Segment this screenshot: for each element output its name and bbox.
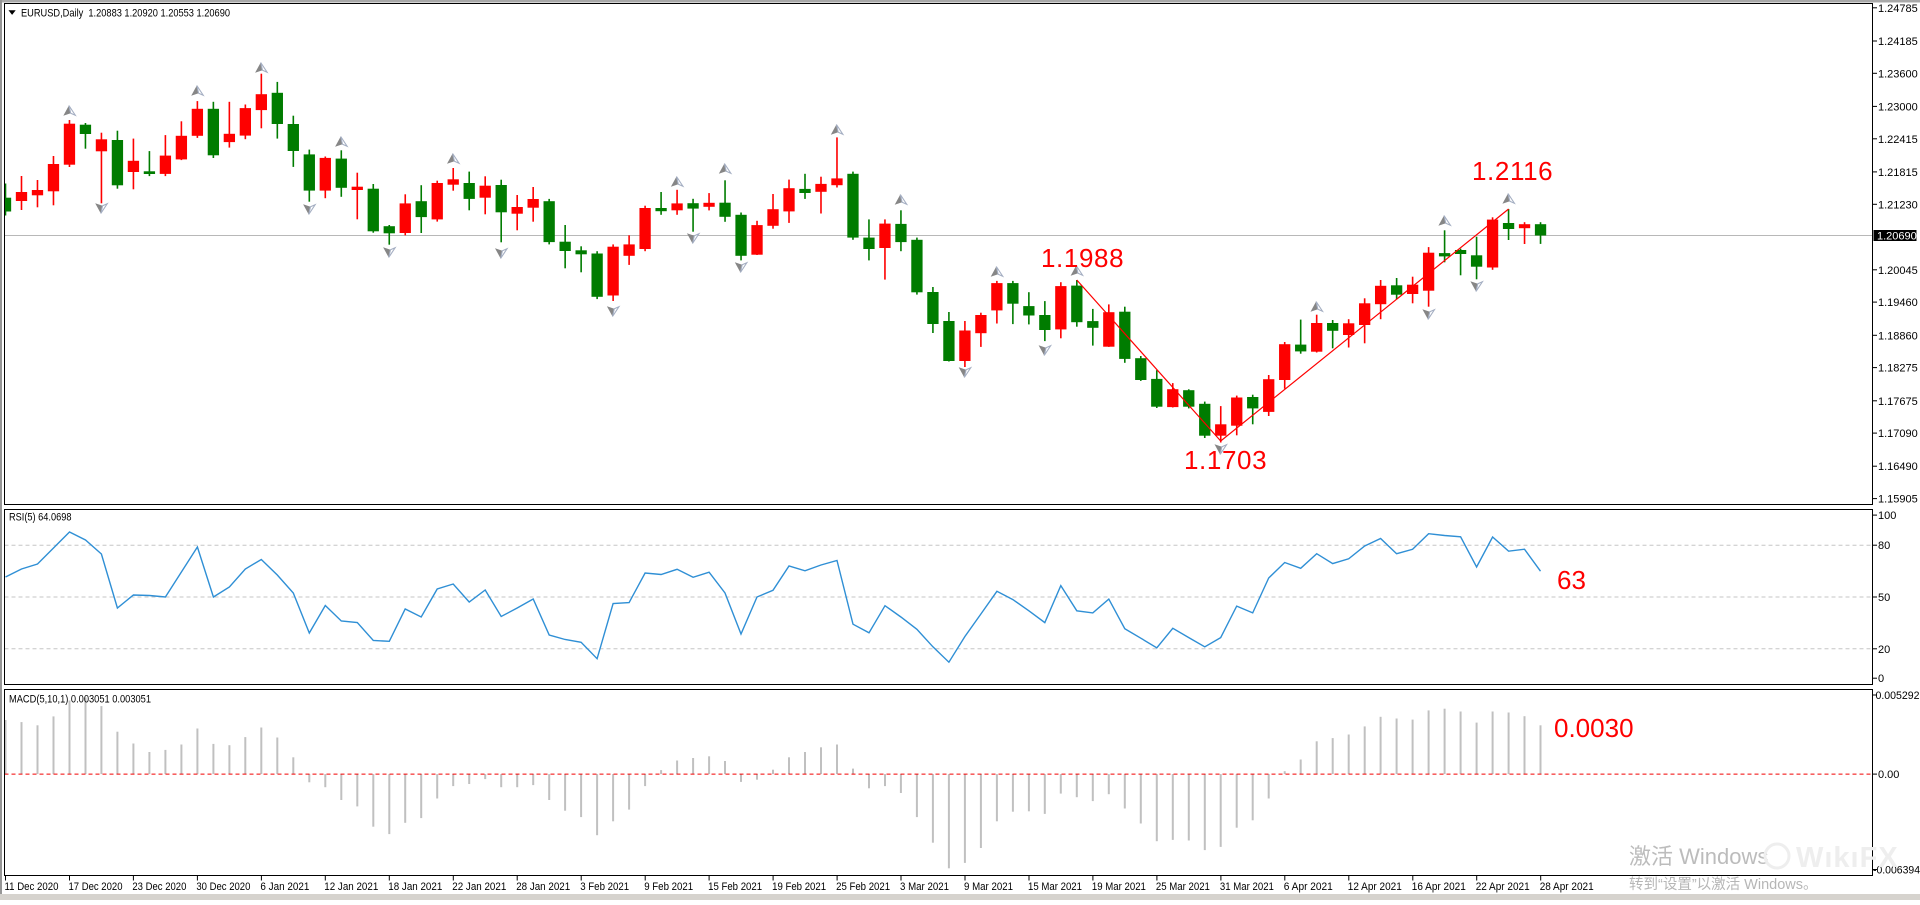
svg-text:11 Dec 2020: 11 Dec 2020 bbox=[5, 881, 59, 893]
svg-text:-0.006394: -0.006394 bbox=[1873, 865, 1920, 877]
svg-text:12 Apr 2021: 12 Apr 2021 bbox=[1348, 881, 1402, 893]
svg-text:0.005292: 0.005292 bbox=[1876, 690, 1920, 702]
svg-text:1.1988: 1.1988 bbox=[1041, 243, 1124, 273]
svg-text:18 Jan 2021: 18 Jan 2021 bbox=[388, 881, 442, 893]
svg-text:MACD(5,10,1) 0.003051 0.003051: MACD(5,10,1) 0.003051 0.003051 bbox=[9, 694, 151, 706]
svg-text:EURUSD,Daily 1.20883 1.20920: EURUSD,Daily 1.20883 1.20920 1.20553 1.2… bbox=[21, 8, 230, 20]
svg-text:3 Mar 2021: 3 Mar 2021 bbox=[900, 881, 949, 893]
svg-text:15 Feb 2021: 15 Feb 2021 bbox=[708, 881, 762, 893]
svg-text:16 Apr 2021: 16 Apr 2021 bbox=[1412, 881, 1466, 893]
svg-text:17 Dec 2020: 17 Dec 2020 bbox=[69, 881, 123, 893]
svg-text:1.21815: 1.21815 bbox=[1878, 167, 1918, 179]
svg-text:3 Feb 2021: 3 Feb 2021 bbox=[580, 881, 629, 893]
svg-text:28 Apr 2021: 28 Apr 2021 bbox=[1540, 881, 1594, 893]
svg-text:1.20045: 1.20045 bbox=[1878, 265, 1918, 277]
svg-text:22 Jan 2021: 22 Jan 2021 bbox=[452, 881, 506, 893]
svg-text:1.23000: 1.23000 bbox=[1878, 101, 1918, 113]
svg-text:80: 80 bbox=[1878, 540, 1890, 552]
svg-text:100: 100 bbox=[1878, 510, 1896, 522]
svg-text:12 Jan 2021: 12 Jan 2021 bbox=[324, 881, 378, 893]
svg-text:1.22415: 1.22415 bbox=[1878, 134, 1918, 146]
svg-text:63: 63 bbox=[1557, 565, 1586, 595]
svg-text:9 Feb 2021: 9 Feb 2021 bbox=[644, 881, 693, 893]
svg-text:1.1703: 1.1703 bbox=[1184, 445, 1267, 475]
svg-text:6 Jan 2021: 6 Jan 2021 bbox=[260, 881, 309, 893]
svg-text:1.18860: 1.18860 bbox=[1878, 330, 1918, 342]
svg-text:转到“设置”以激活 Windows。: 转到“设置”以激活 Windows。 bbox=[1629, 876, 1818, 893]
svg-text:1.23600: 1.23600 bbox=[1878, 68, 1918, 80]
svg-text:1.21230: 1.21230 bbox=[1878, 199, 1918, 211]
svg-text:RSI(5) 64.0698: RSI(5) 64.0698 bbox=[9, 512, 72, 524]
svg-text:19 Feb 2021: 19 Feb 2021 bbox=[772, 881, 826, 893]
svg-text:1.19460: 1.19460 bbox=[1878, 297, 1918, 309]
svg-text:15 Mar 2021: 15 Mar 2021 bbox=[1028, 881, 1082, 893]
svg-text:0: 0 bbox=[1878, 673, 1884, 685]
svg-text:31 Mar 2021: 31 Mar 2021 bbox=[1220, 881, 1274, 893]
svg-text:30 Dec 2020: 30 Dec 2020 bbox=[196, 881, 250, 893]
svg-text:9 Mar 2021: 9 Mar 2021 bbox=[964, 881, 1013, 893]
svg-text:1.16490: 1.16490 bbox=[1878, 461, 1918, 473]
svg-text:25 Mar 2021: 25 Mar 2021 bbox=[1156, 881, 1210, 893]
svg-text:1.24185: 1.24185 bbox=[1878, 36, 1918, 48]
svg-text:28 Jan 2021: 28 Jan 2021 bbox=[516, 881, 570, 893]
svg-text:6 Apr 2021: 6 Apr 2021 bbox=[1284, 881, 1333, 893]
svg-text:1.17675: 1.17675 bbox=[1878, 396, 1918, 408]
svg-text:50: 50 bbox=[1878, 592, 1890, 604]
svg-text:22 Apr 2021: 22 Apr 2021 bbox=[1476, 881, 1530, 893]
svg-text:23 Dec 2020: 23 Dec 2020 bbox=[132, 881, 186, 893]
svg-text:0.00: 0.00 bbox=[1878, 769, 1899, 781]
svg-text:1.15905: 1.15905 bbox=[1878, 494, 1918, 506]
svg-text:1.2116: 1.2116 bbox=[1472, 156, 1553, 186]
svg-text:0.0030: 0.0030 bbox=[1554, 713, 1634, 743]
svg-text:1.20690: 1.20690 bbox=[1877, 231, 1917, 243]
svg-text:激活 Windows: 激活 Windows bbox=[1629, 844, 1768, 869]
svg-text:20: 20 bbox=[1878, 644, 1890, 656]
svg-text:1.17090: 1.17090 bbox=[1878, 428, 1918, 440]
svg-text:1.24785: 1.24785 bbox=[1878, 3, 1918, 15]
svg-text:25 Feb 2021: 25 Feb 2021 bbox=[836, 881, 890, 893]
svg-text:19 Mar 2021: 19 Mar 2021 bbox=[1092, 881, 1146, 893]
svg-text:WıkıFX: WıkıFX bbox=[1796, 842, 1899, 874]
svg-text:1.18275: 1.18275 bbox=[1878, 363, 1918, 375]
